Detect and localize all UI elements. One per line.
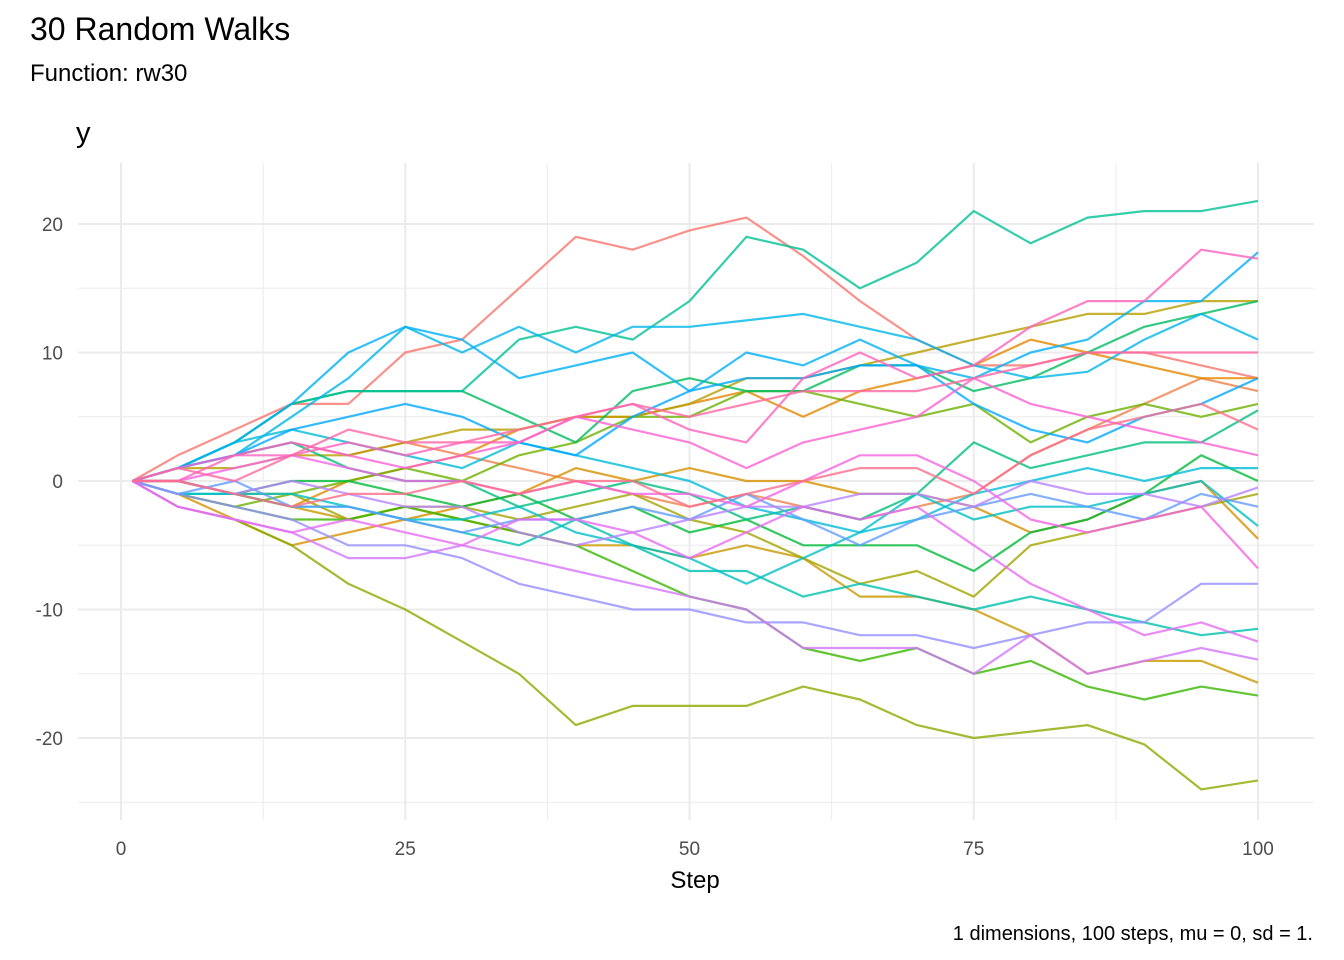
walk-line-25 (131, 480, 1259, 643)
y-tick-label: 0 (52, 472, 63, 493)
x-tick-label: 25 (395, 839, 416, 860)
y-tick-label: 10 (42, 344, 63, 365)
walk-line-29 (132, 351, 1258, 483)
chart-title: 30 Random Walks (30, 11, 290, 47)
walk-line-9 (132, 390, 1259, 508)
x-axis-label: Step (670, 867, 719, 894)
x-tick-label: 50 (679, 839, 700, 860)
y-tick-label: 20 (42, 215, 63, 236)
y-tick-label: -20 (36, 729, 63, 750)
x-tick-label: 0 (116, 839, 127, 860)
x-tick-label: 100 (1242, 839, 1274, 860)
walk-line-23 (132, 479, 1259, 547)
axis-ticks: 0 25 50 75 100 -20 -10 0 10 20 (36, 215, 1274, 860)
walk-line-7 (132, 479, 1259, 598)
walk-line-14 (132, 199, 1259, 483)
walk-line-30 (132, 402, 1259, 508)
walk-line-28 (132, 248, 1259, 483)
grid (78, 163, 1314, 820)
chart-subtitle: Function: rw30 (30, 60, 187, 87)
x-tick-label: 75 (963, 839, 984, 860)
walk-line-11 (132, 454, 1259, 573)
chart-caption: 1 dimensions, 100 steps, mu = 0, sd = 1. (953, 923, 1313, 945)
y-tick-label: -10 (36, 601, 63, 622)
walk-line-18 (132, 312, 1259, 483)
walk-line-8 (131, 480, 1259, 791)
walk-line-26 (132, 454, 1259, 570)
walk-line-6 (132, 300, 1258, 483)
walk-line-17 (132, 428, 1258, 534)
walk-line-24 (131, 480, 1259, 675)
series-lines (131, 199, 1259, 791)
walk-line-5 (132, 479, 1259, 684)
walk-line-20 (132, 364, 1259, 483)
walk-line-10 (132, 479, 1259, 701)
y-axis-label: y (76, 117, 91, 149)
